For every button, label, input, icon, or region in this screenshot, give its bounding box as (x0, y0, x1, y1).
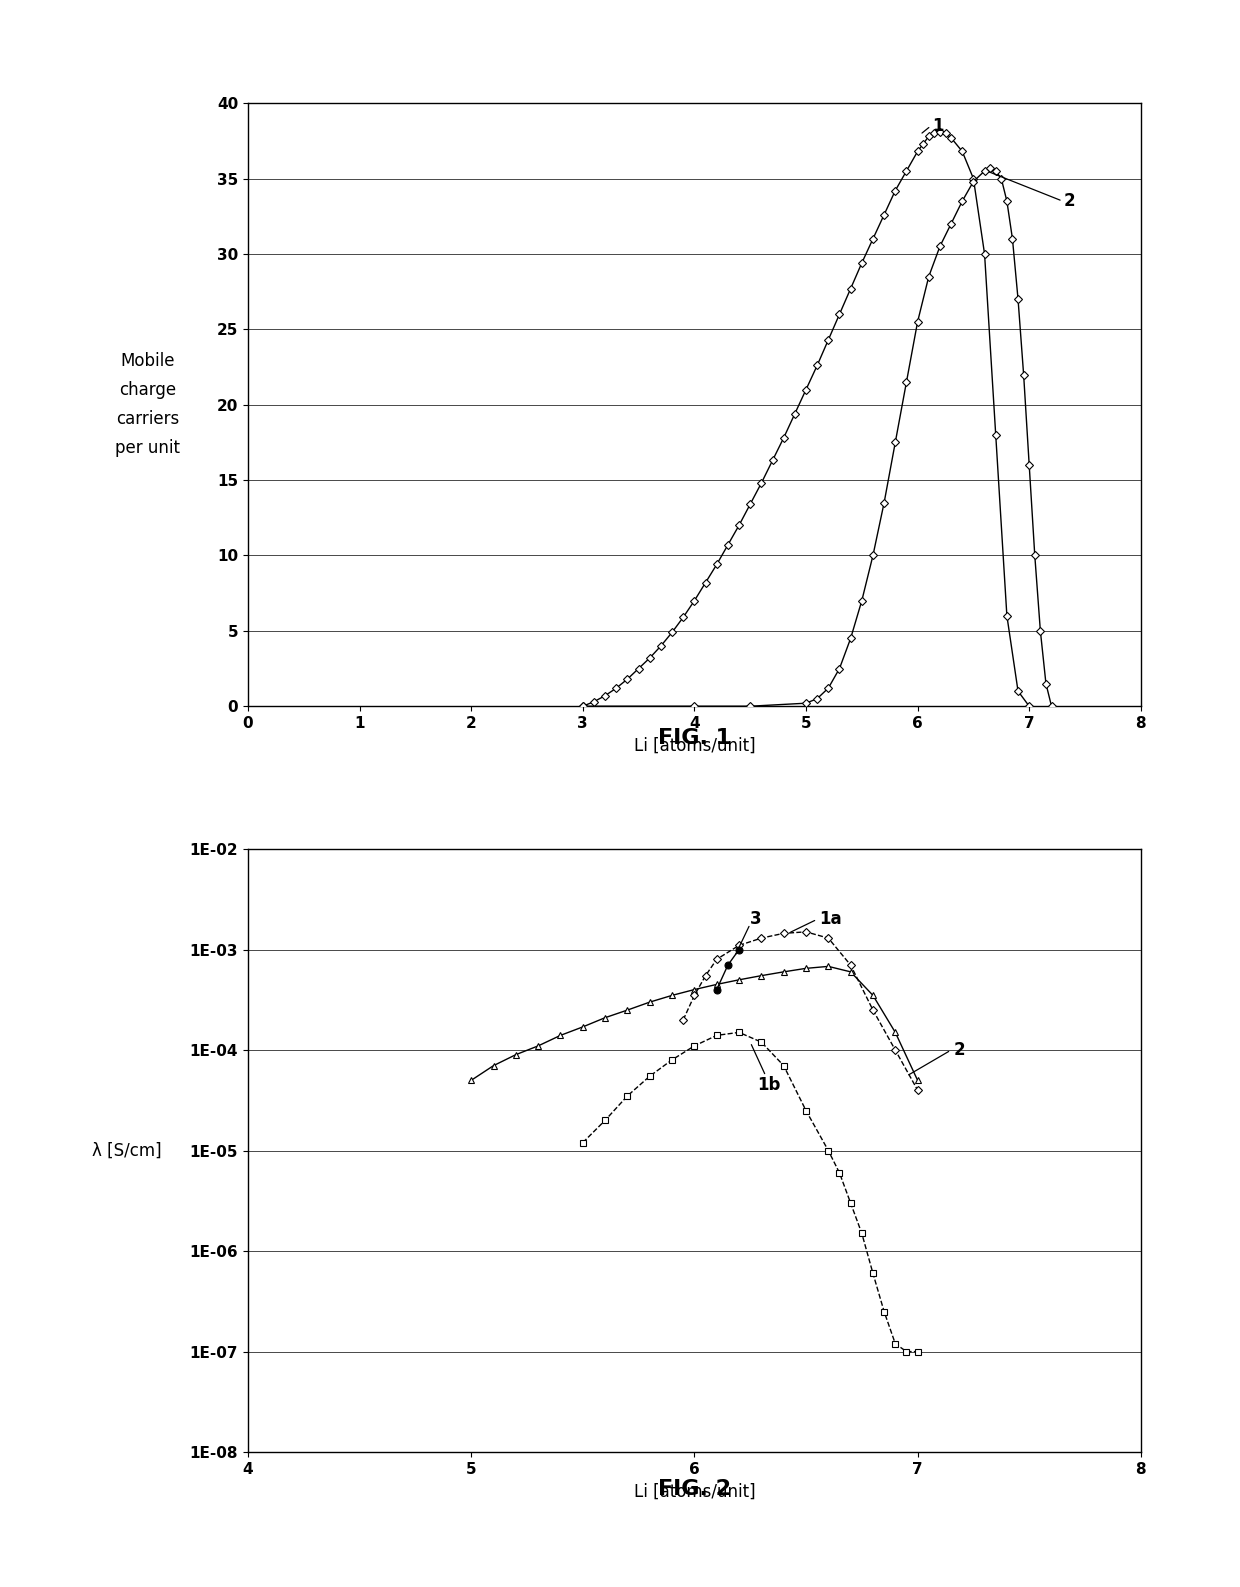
Text: 1: 1 (932, 117, 944, 135)
Text: 2: 2 (954, 1041, 965, 1059)
Y-axis label: Mobile
charge
carriers
per unit: Mobile charge carriers per unit (115, 352, 180, 457)
Y-axis label: λ [S/cm]: λ [S/cm] (92, 1141, 162, 1160)
Text: 2: 2 (1064, 192, 1075, 209)
Text: 1a: 1a (820, 911, 842, 928)
Text: FIG. 2: FIG. 2 (658, 1479, 730, 1498)
Text: 3: 3 (750, 911, 761, 928)
X-axis label: Li [atoms/unit]: Li [atoms/unit] (634, 1482, 755, 1500)
X-axis label: Li [atoms/unit]: Li [atoms/unit] (634, 736, 755, 754)
Text: 1b: 1b (756, 1076, 780, 1093)
Text: FIG. 1: FIG. 1 (658, 728, 730, 747)
